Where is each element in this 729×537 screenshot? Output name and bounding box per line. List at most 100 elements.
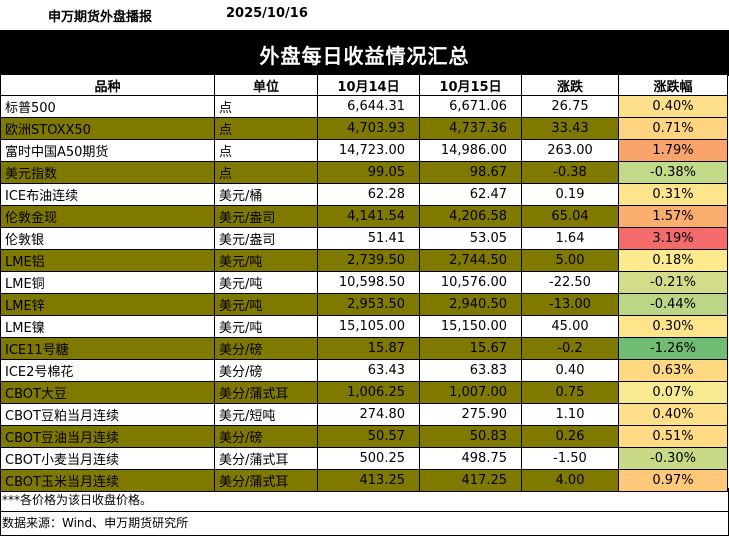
row-name-cell: 伦敦金现 (0, 205, 215, 228)
footer-note: ***各价格为该日收盘价格。 (2, 493, 153, 507)
table-row: CBOT豆油当月连续 美分/磅 50.57 50.83 0.26 0.51% (0, 425, 728, 448)
row-pct-cell: 1.79% (618, 139, 728, 162)
row-date2-cell: 1,007.00 (419, 381, 522, 404)
row-pct-cell: 0.63% (618, 359, 728, 382)
table-row: 伦敦金现 美元/盎司 4,141.54 4,206.58 65.04 1.57% (0, 205, 728, 228)
row-pct-cell: 1.57% (618, 205, 728, 228)
row-change-cell: -0.38 (521, 161, 619, 184)
table-row: CBOT玉米当月连续 美分/蒲式耳 413.25 417.25 4.00 0.97% (0, 469, 728, 492)
row-name-cell: 富时中国A50期货 (0, 139, 215, 162)
row-unit-cell: 点 (214, 139, 318, 162)
row-unit-cell: 美分/蒲式耳 (214, 447, 318, 470)
row-name-cell: ICE布油连续 (0, 183, 215, 206)
row-date1-cell: 4,703.93 (317, 117, 420, 140)
row-date1-cell: 6,644.31 (317, 95, 420, 118)
table-row: 标普500 点 6,644.31 6,671.06 26.75 0.40% (0, 95, 728, 118)
row-date2-cell: 14,986.00 (419, 139, 522, 162)
row-date1-cell: 1,006.25 (317, 381, 420, 404)
row-pct-cell: 0.97% (618, 469, 728, 492)
row-date1-cell: 15,105.00 (317, 315, 420, 338)
row-unit-cell: 美元/吨 (214, 293, 318, 316)
row-change-cell: 0.26 (521, 425, 619, 448)
row-change-cell: -22.50 (521, 271, 619, 294)
report-header: 申万期货外盘播报 2025/10/16 (0, 0, 729, 30)
table-row: LME铝 美元/吨 2,739.50 2,744.50 5.00 0.18% (0, 249, 728, 272)
row-date1-cell: 2,953.50 (317, 293, 420, 316)
row-unit-cell: 美元/盎司 (214, 227, 318, 250)
col-header-date2: 10月15日 (419, 74, 522, 96)
row-name-cell: CBOT大豆 (0, 381, 215, 404)
row-name-cell: CBOT豆油当月连续 (0, 425, 215, 448)
row-unit-cell: 美分/磅 (214, 337, 318, 360)
row-name-cell: 欧洲STOXX50 (0, 117, 215, 140)
row-name-cell: CBOT小麦当月连续 (0, 447, 215, 470)
row-name-cell: ICE11号糖 (0, 337, 215, 360)
col-header-name: 品种 (0, 74, 215, 96)
row-name-cell: LME铜 (0, 271, 215, 294)
row-date1-cell: 500.25 (317, 447, 420, 470)
row-pct-cell: -0.44% (618, 293, 728, 316)
table-row: CBOT豆粕当月连续 美元/短吨 274.80 275.90 1.10 0.40% (0, 403, 728, 426)
table-row: LME锌 美元/吨 2,953.50 2,940.50 -13.00 -0.44% (0, 293, 728, 316)
row-name-cell: 伦敦银 (0, 227, 215, 250)
row-date2-cell: 62.47 (419, 183, 522, 206)
table-row: CBOT小麦当月连续 美分/蒲式耳 500.25 498.75 -1.50 -0.30% (0, 447, 728, 470)
row-unit-cell: 点 (214, 95, 318, 118)
row-name-cell: LME镍 (0, 315, 215, 338)
row-date1-cell: 51.41 (317, 227, 420, 250)
table-header-row: 品种 单位 10月14日 10月15日 涨跌 涨跌幅 (0, 74, 728, 96)
table-row: CBOT大豆 美分/蒲式耳 1,006.25 1,007.00 0.75 0.07% (0, 381, 728, 404)
row-pct-cell: 3.19% (618, 227, 728, 250)
row-pct-cell: 0.71% (618, 117, 728, 140)
row-date1-cell: 14,723.00 (317, 139, 420, 162)
row-change-cell: 1.64 (521, 227, 619, 250)
row-pct-cell: 0.30% (618, 315, 728, 338)
row-unit-cell: 美元/盎司 (214, 205, 318, 228)
row-pct-cell: 0.18% (618, 249, 728, 272)
row-unit-cell: 美分/蒲式耳 (214, 469, 318, 492)
col-header-pct: 涨跌幅 (618, 74, 728, 96)
row-date1-cell: 15.87 (317, 337, 420, 360)
footer-divider (0, 511, 729, 512)
row-unit-cell: 美元/吨 (214, 271, 318, 294)
table-row: 欧洲STOXX50 点 4,703.93 4,737.36 33.43 0.71% (0, 117, 728, 140)
table-row: ICE11号糖 美分/磅 15.87 15.67 -0.2 -1.26% (0, 337, 728, 360)
col-header-date1: 10月14日 (317, 74, 420, 96)
row-date2-cell: 275.90 (419, 403, 522, 426)
row-date1-cell: 62.28 (317, 183, 420, 206)
row-date1-cell: 99.05 (317, 161, 420, 184)
row-change-cell: 0.19 (521, 183, 619, 206)
table-row: LME铜 美元/吨 10,598.50 10,576.00 -22.50 -0.21% (0, 271, 728, 294)
row-unit-cell: 美元/吨 (214, 315, 318, 338)
row-date2-cell: 498.75 (419, 447, 522, 470)
row-pct-cell: 0.07% (618, 381, 728, 404)
row-change-cell: 33.43 (521, 117, 619, 140)
row-date1-cell: 10,598.50 (317, 271, 420, 294)
table-row: 美元指数点 99.05 98.67 -0.38 -0.38% (0, 161, 728, 184)
row-change-cell: -13.00 (521, 293, 619, 316)
row-unit-cell: 点 (214, 117, 318, 140)
report-source: 申万期货外盘播报 (48, 10, 153, 25)
row-pct-cell: -1.26% (618, 337, 728, 360)
row-date2-cell: 417.25 (419, 469, 522, 492)
table-row: ICE布油连续 美元/桶 62.28 62.47 0.19 0.31% (0, 183, 728, 206)
row-date1-cell: 274.80 (317, 403, 420, 426)
row-change-cell: 5.00 (521, 249, 619, 272)
page-title: 外盘每日收益情况汇总 (259, 44, 470, 68)
row-pct-cell: 0.51% (618, 425, 728, 448)
row-name-cell: CBOT豆粕当月连续 (0, 403, 215, 426)
row-date2-cell: 50.83 (419, 425, 522, 448)
row-date2-cell: 15.67 (419, 337, 522, 360)
col-header-change: 涨跌 (521, 74, 619, 96)
row-date2-cell: 53.05 (419, 227, 522, 250)
row-unit-cell: 美元/吨 (214, 249, 318, 272)
row-change-cell: -1.50 (521, 447, 619, 470)
row-date2-cell: 63.83 (419, 359, 522, 382)
row-change-cell: 4.00 (521, 469, 619, 492)
col-header-unit: 单位 (214, 74, 318, 96)
row-unit-cell: 美元/桶 (214, 183, 318, 206)
row-change-cell: 65.04 (521, 205, 619, 228)
row-name-cell: ICE2号棉花 (0, 359, 215, 382)
row-unit-cell: 美分/磅 (214, 425, 318, 448)
